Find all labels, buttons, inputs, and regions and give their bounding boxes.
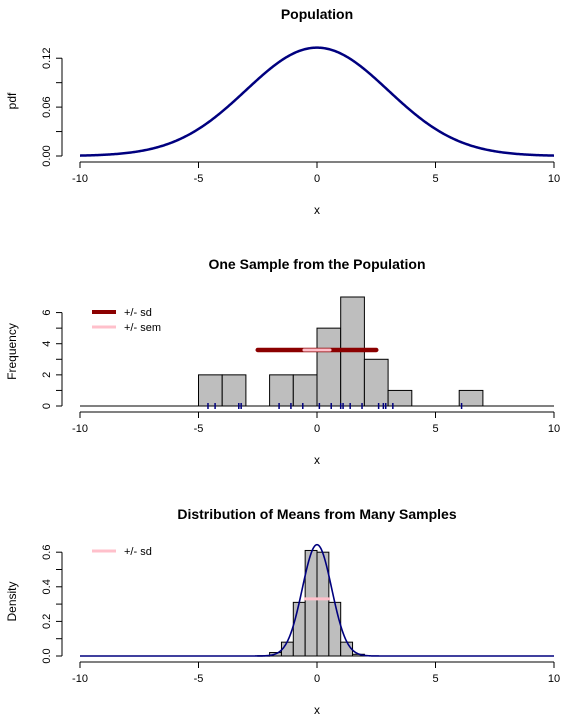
y-axis-label: pdf [5, 92, 19, 109]
x-tick-label: 10 [548, 673, 560, 685]
means-density-curve [80, 543, 554, 657]
y-tick-label: 0.12 [41, 48, 53, 69]
sample-rug [207, 403, 463, 409]
histogram-bar [292, 374, 318, 407]
y-axis-label: Frequency [5, 323, 19, 380]
x-tick-label: 0 [314, 673, 320, 685]
y-tick-label: 0.4 [41, 579, 53, 594]
histogram-bar [363, 358, 389, 407]
x-tick-label: 0 [314, 423, 320, 435]
x-axis-label: x [314, 203, 320, 217]
legend-label: +/- sd [124, 546, 152, 558]
means-histogram [80, 549, 554, 657]
x-tick-label: 5 [432, 423, 438, 435]
y-tick-label: 0.06 [41, 96, 53, 117]
histogram-bar [387, 389, 413, 407]
y-tick-label: 2 [41, 372, 53, 378]
x-tick-label: 10 [548, 423, 560, 435]
histogram-bar [328, 601, 342, 657]
histogram-bar [316, 327, 342, 407]
x-tick-label: -10 [72, 673, 88, 685]
x-axis-label: x [314, 703, 320, 717]
histogram-bar [292, 601, 306, 657]
panel-3-axes: Distribution of Means from Many Samples -… [5, 506, 560, 717]
x-tick-label: 0 [314, 173, 320, 185]
x-axis-label: x [314, 453, 320, 467]
x-tick-label: 10 [548, 173, 560, 185]
means-legend: +/- sd [92, 546, 152, 558]
y-tick-label: 0.6 [41, 545, 53, 560]
legend-label: +/- sem [124, 322, 161, 334]
x-tick-label: 5 [432, 173, 438, 185]
panel-2-title: One Sample from the Population [208, 256, 425, 272]
histogram-bar [198, 374, 223, 407]
y-tick-label: 6 [41, 310, 53, 316]
panel-2-axes: One Sample from the Population -10 -5 0 5 10 x… [5, 256, 560, 467]
y-tick-label: 0.00 [41, 145, 53, 166]
panel-3-title: Distribution of Means from Many Samples [177, 506, 456, 522]
x-tick-label: -5 [194, 423, 204, 435]
panel-1-axes: Population -10 -5 0 5 10 x 0.00 0.06 0.12 pdf [5, 6, 560, 217]
population-density-curve [79, 46, 555, 157]
histogram-bar [458, 389, 484, 407]
y-axis-label: Density [5, 581, 19, 621]
x-tick-label: -5 [194, 673, 204, 685]
x-tick-label: 5 [432, 673, 438, 685]
y-tick-label: 0 [41, 403, 53, 409]
panel-1-title: Population [281, 6, 353, 22]
x-tick-label: -5 [194, 173, 204, 185]
y-tick-label: 4 [41, 341, 53, 347]
histogram-bar [269, 374, 294, 407]
y-tick-label: 0.0 [41, 648, 53, 663]
histogram-bar [221, 374, 247, 407]
legend-label: +/- sd [124, 307, 152, 319]
y-tick-label: 0.2 [41, 614, 53, 629]
x-tick-label: -10 [72, 173, 88, 185]
x-tick-label: -10 [72, 423, 88, 435]
sample-legend: +/- sd +/- sem [92, 307, 161, 334]
